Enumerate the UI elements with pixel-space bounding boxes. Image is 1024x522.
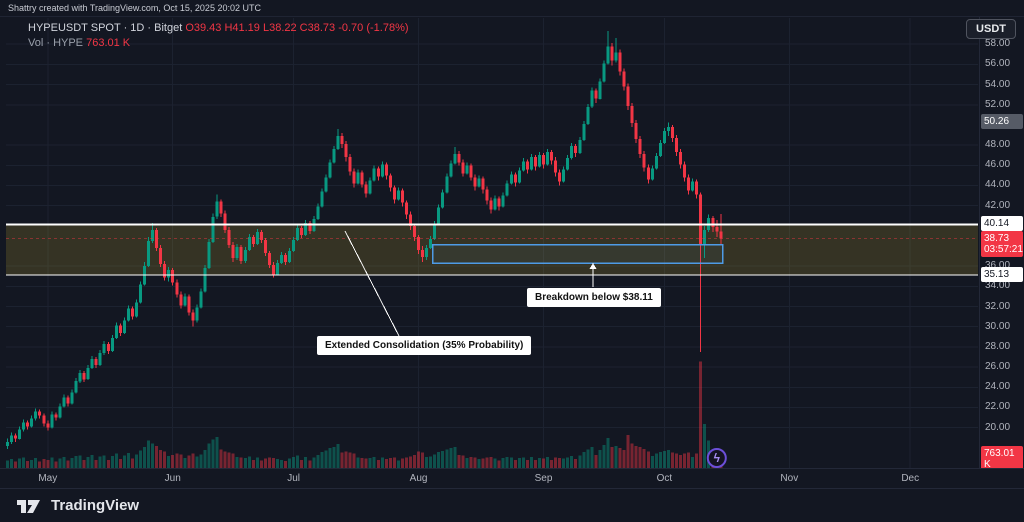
volume-badge: 763.01 K bbox=[981, 446, 1023, 472]
annotation-breakdown-label[interactable]: Breakdown below $38.11 bbox=[527, 288, 661, 307]
countdown-label: 03:57:21 bbox=[984, 243, 1023, 255]
price-tick-label: 46.00 bbox=[985, 159, 1011, 171]
price-axis[interactable]: 58.00 56.00 54.00 52.00 48.00 46.00 44.00 42.00… bbox=[979, 17, 1024, 472]
price-tick-label: 58.00 bbox=[985, 38, 1011, 50]
month-label-may: May bbox=[38, 473, 58, 484]
currency-toggle-button[interactable]: USDT bbox=[966, 19, 1016, 39]
price-tick-label: 20.00 bbox=[985, 421, 1011, 433]
price-tick-label: 28.00 bbox=[985, 340, 1011, 352]
legend: HYPEUSDT SPOT · 1D · Bitget O39.43 H41.1… bbox=[28, 21, 409, 51]
price-tick-label: 42.00 bbox=[985, 199, 1011, 211]
ohlc-values: O39.43 H41.19 L38.22 C38.73 bbox=[185, 22, 336, 34]
price-tick-label: 32.00 bbox=[985, 300, 1011, 312]
price-tick-label: 52.00 bbox=[985, 98, 1011, 110]
lightning-icon: ϟ bbox=[714, 451, 721, 465]
price-badge-35.13: 35.13 bbox=[981, 266, 1023, 282]
price-tick-label: 34.00 bbox=[985, 280, 1011, 292]
price-tick-label: 44.00 bbox=[985, 179, 1011, 191]
footer-brand[interactable]: TradingView bbox=[51, 497, 140, 514]
volume-value: 763.01 K bbox=[86, 37, 131, 49]
price-badge-38.73: 38.73 03:57:21 bbox=[981, 230, 1023, 257]
event-marker[interactable]: ϟ bbox=[706, 448, 727, 468]
price-tick-label: 54.00 bbox=[985, 78, 1011, 90]
footer: TradingView bbox=[0, 488, 1024, 522]
attribution-text: Shattry created with TradingView.com, Oc… bbox=[0, 0, 1024, 17]
tradingview-logo-icon[interactable] bbox=[16, 495, 42, 517]
month-label-aug: Aug bbox=[409, 473, 428, 484]
time-axis[interactable]: May Jun Jul Aug Sep Oct Nov Dec bbox=[0, 468, 1024, 488]
month-label-jun: Jun bbox=[164, 473, 181, 484]
price-tick-label: 30.00 bbox=[985, 320, 1011, 332]
symbol-title: HYPEUSDT SPOT · 1D · Bitget bbox=[28, 22, 183, 34]
price-badge-40.14: 40.14 bbox=[981, 216, 1023, 232]
price-tick-label: 24.00 bbox=[985, 381, 1011, 393]
price-tick-label: 48.00 bbox=[985, 139, 1011, 151]
month-label-dec: Dec bbox=[901, 473, 920, 484]
price-tick-label: 26.00 bbox=[985, 361, 1011, 373]
month-label-oct: Oct bbox=[656, 473, 673, 484]
change-value: -0.70 (-1.78%) bbox=[338, 22, 409, 34]
month-label-sep: Sep bbox=[534, 473, 553, 484]
price-badge-50.26: 50.26 bbox=[981, 114, 1023, 130]
volume-label: Vol · HYPE bbox=[28, 37, 84, 49]
price-tick-label: 22.00 bbox=[985, 401, 1011, 413]
month-label-jul: Jul bbox=[287, 473, 301, 484]
annotation-consolidation-label[interactable]: Extended Consolidation (35% Probability) bbox=[317, 336, 532, 355]
price-tick-label: 56.00 bbox=[985, 58, 1011, 70]
month-label-nov: Nov bbox=[780, 473, 799, 484]
price-tick-label: 36.00 bbox=[985, 260, 1011, 272]
